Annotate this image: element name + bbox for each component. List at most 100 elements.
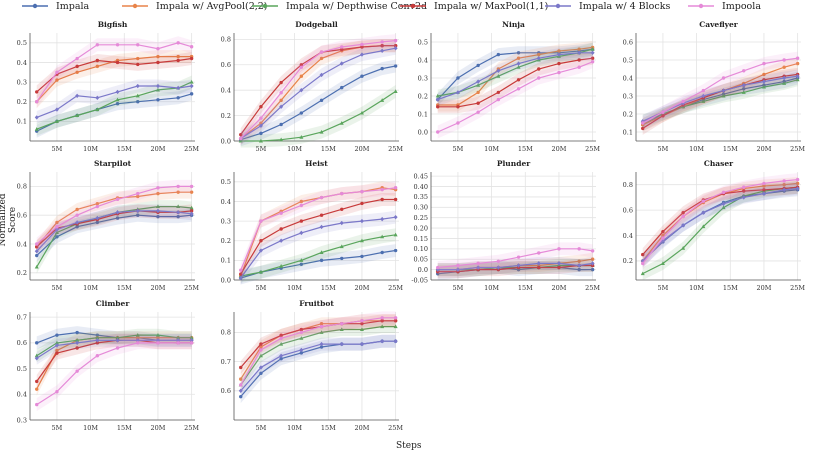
data-point xyxy=(135,332,140,337)
data-point xyxy=(360,254,364,259)
data-point xyxy=(681,99,685,104)
data-point xyxy=(55,70,59,74)
data-point xyxy=(537,251,541,255)
data-point xyxy=(239,272,243,276)
data-point xyxy=(319,224,324,230)
data-point xyxy=(75,330,79,335)
y-tick-label: 0.0 xyxy=(418,266,428,274)
data-point xyxy=(155,83,160,89)
legend-item: Impala w/ Depthwise Conv2d xyxy=(252,0,427,12)
data-point xyxy=(176,96,180,100)
data-point xyxy=(299,199,304,204)
data-point xyxy=(742,185,746,189)
data-point xyxy=(95,43,100,47)
data-point xyxy=(795,74,800,79)
legend-label: Impala w/ AvgPool(2,2) xyxy=(156,0,268,12)
data-point xyxy=(258,123,263,128)
data-point xyxy=(95,354,100,358)
data-point xyxy=(258,269,263,274)
x-tick-label: 25M xyxy=(388,424,403,432)
data-point xyxy=(189,335,194,340)
y-tick-label: 0.2 xyxy=(418,92,428,100)
chart-panel: Ninja 5M 10M 15M 20M 25M 0.0 0.1 0.2 0.3 0.4 0.5 xyxy=(418,20,601,153)
chart-title: Ninja xyxy=(502,20,525,29)
y-tick-label: 0.8 xyxy=(221,36,231,44)
series-band xyxy=(437,256,593,277)
legend-label: Impoola xyxy=(722,0,761,12)
y-tick-label: 0.1 xyxy=(418,110,428,118)
y-tick-label: 0.0 xyxy=(418,128,428,136)
data-point xyxy=(189,341,194,345)
data-point xyxy=(115,197,120,202)
data-point xyxy=(360,321,364,326)
data-point xyxy=(259,239,263,243)
legend-item: Impoola xyxy=(688,0,761,12)
legend-swatch xyxy=(400,3,426,9)
data-point xyxy=(456,263,460,268)
data-point xyxy=(35,387,39,391)
data-point xyxy=(319,50,324,54)
data-point xyxy=(537,265,541,270)
legend-label: Impala w/ Depthwise Conv2d xyxy=(286,0,428,12)
series-band xyxy=(437,46,593,107)
series-band xyxy=(642,69,798,128)
data-point xyxy=(319,98,324,103)
data-point xyxy=(761,191,766,196)
x-tick-label: 20M xyxy=(150,284,165,292)
data-point xyxy=(476,63,480,68)
x-axis-title: Steps xyxy=(396,441,422,451)
x-tick-label: 25M xyxy=(184,424,199,432)
data-point xyxy=(660,261,665,265)
data-point xyxy=(176,58,180,63)
data-point xyxy=(299,330,304,335)
series-band xyxy=(240,210,396,285)
data-point xyxy=(135,83,140,89)
data-point xyxy=(55,390,59,394)
data-point xyxy=(795,56,800,60)
series-band xyxy=(36,336,192,412)
data-point xyxy=(115,210,120,215)
y-tick-label: 0.7 xyxy=(221,358,231,366)
data-point xyxy=(259,131,263,136)
data-point xyxy=(476,79,481,84)
data-point xyxy=(176,184,180,189)
data-point xyxy=(239,136,243,141)
data-point xyxy=(537,52,541,57)
y-tick-label: 0.6 xyxy=(17,339,27,347)
data-point xyxy=(279,341,284,346)
data-point xyxy=(115,216,120,220)
data-point xyxy=(189,211,194,216)
data-point xyxy=(476,110,480,114)
data-point xyxy=(299,111,304,115)
data-point xyxy=(393,338,398,344)
data-point xyxy=(537,67,541,71)
data-point xyxy=(456,76,460,80)
series-band xyxy=(437,55,593,139)
data-point xyxy=(299,203,304,208)
series-band xyxy=(642,73,798,128)
data-point xyxy=(75,70,79,74)
data-point xyxy=(189,92,194,96)
x-tick-label: 5M xyxy=(52,424,63,432)
data-point xyxy=(590,56,595,60)
data-point xyxy=(436,130,440,134)
data-point xyxy=(75,113,80,117)
data-point xyxy=(115,97,120,102)
data-point xyxy=(299,74,304,78)
data-point xyxy=(156,98,160,102)
data-point xyxy=(360,319,364,323)
data-point xyxy=(95,107,100,112)
data-point xyxy=(393,316,398,320)
series-band xyxy=(36,333,192,365)
data-point xyxy=(782,81,787,85)
x-tick-label: 25M xyxy=(184,284,199,292)
data-point xyxy=(319,330,324,334)
y-tick-label: 0.1 xyxy=(623,128,633,136)
data-point xyxy=(590,267,595,272)
data-point xyxy=(279,137,284,142)
series-band xyxy=(240,244,396,285)
data-point xyxy=(75,56,79,61)
data-point xyxy=(721,190,726,195)
data-point xyxy=(339,121,344,125)
data-point xyxy=(393,46,398,51)
